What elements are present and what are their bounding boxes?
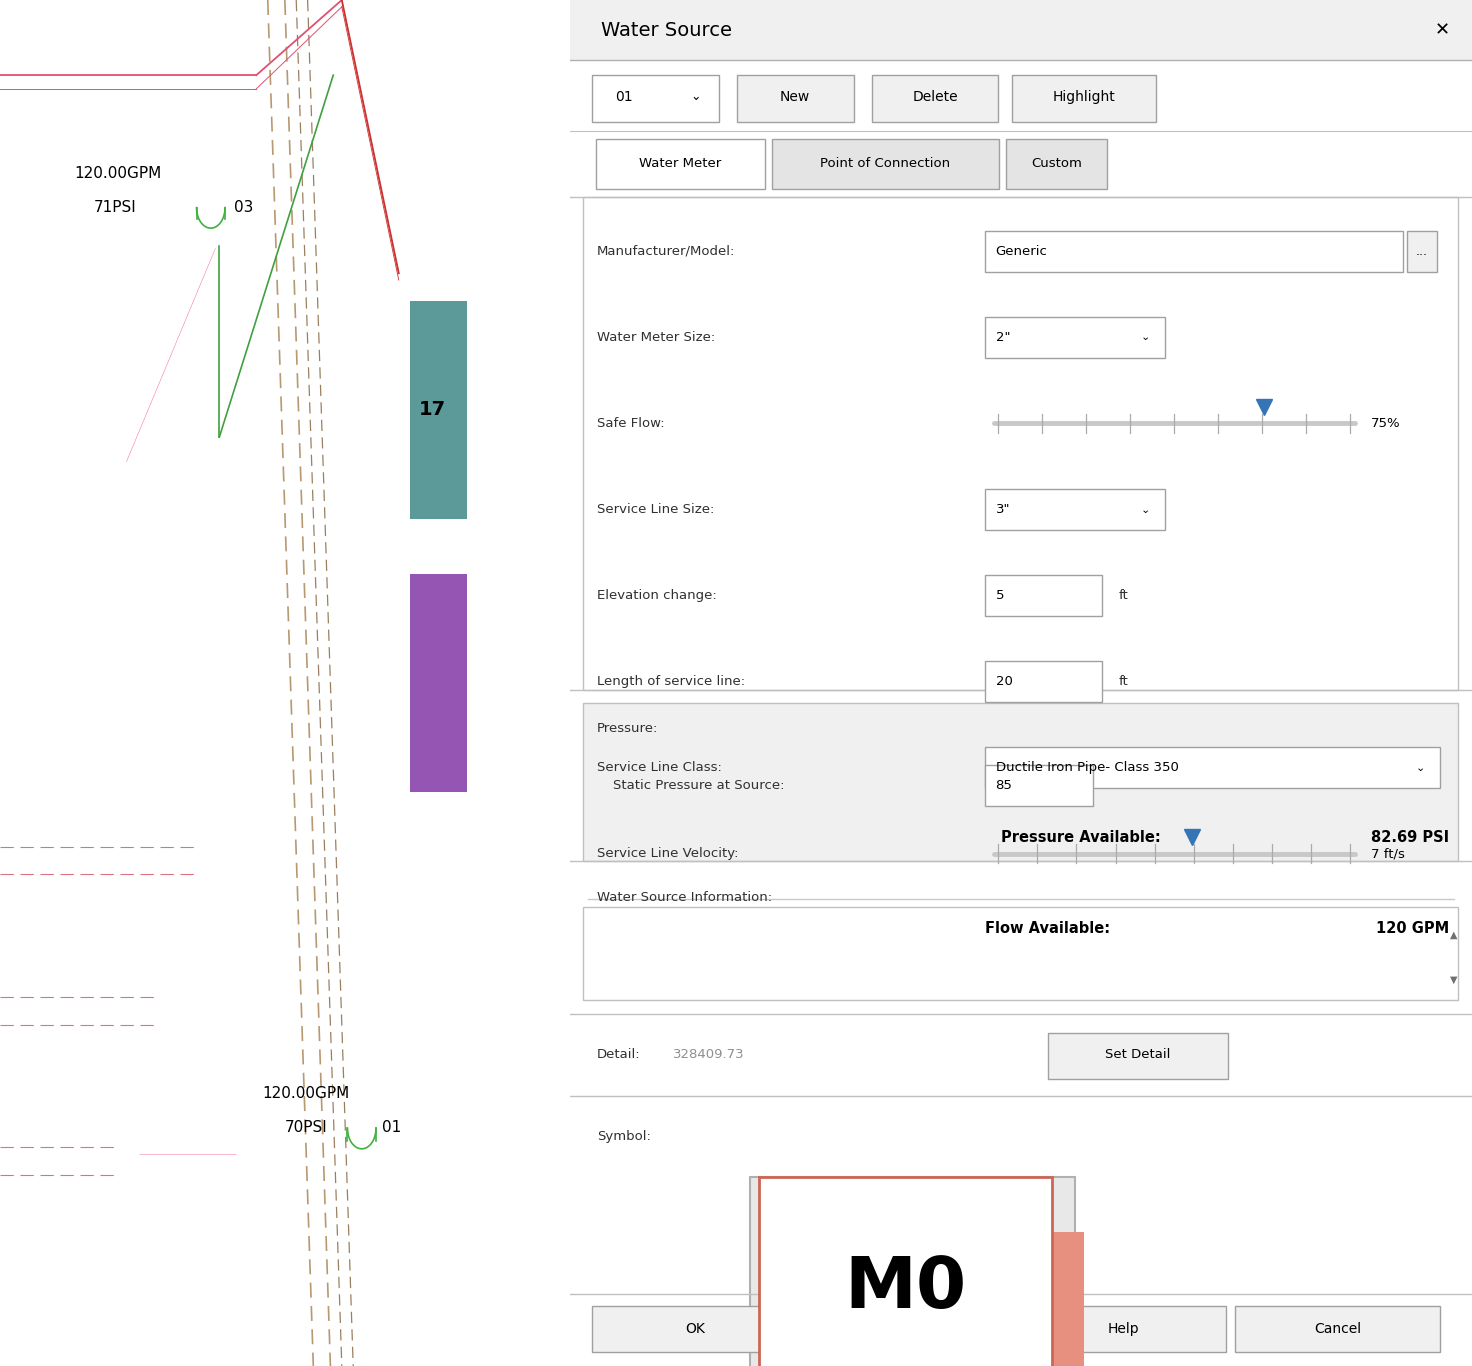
FancyBboxPatch shape: [592, 1306, 798, 1352]
FancyBboxPatch shape: [736, 75, 854, 122]
FancyBboxPatch shape: [1235, 1306, 1441, 1352]
Text: 120 GPM: 120 GPM: [1376, 922, 1450, 936]
FancyBboxPatch shape: [596, 139, 764, 189]
Text: Point of Connection: Point of Connection: [820, 157, 951, 171]
Bar: [760, 1177, 1052, 1366]
Text: 17: 17: [418, 400, 446, 419]
Text: Highlight: Highlight: [1052, 90, 1116, 104]
Text: ...: ...: [1416, 245, 1428, 258]
Text: ✕: ✕: [1434, 20, 1450, 40]
FancyBboxPatch shape: [871, 75, 998, 122]
Text: 82.69 PSI: 82.69 PSI: [1372, 831, 1450, 844]
Bar: [583, 907, 1459, 1000]
Text: Water Meter: Water Meter: [639, 157, 721, 171]
Text: 3": 3": [995, 503, 1010, 516]
FancyBboxPatch shape: [985, 747, 1441, 788]
Text: ⌄: ⌄: [1141, 332, 1150, 343]
FancyBboxPatch shape: [985, 765, 1094, 806]
Text: ⌄: ⌄: [1141, 504, 1150, 515]
Text: Symbol:: Symbol:: [596, 1130, 651, 1143]
Text: ft: ft: [1119, 589, 1128, 602]
FancyBboxPatch shape: [1407, 231, 1437, 272]
Text: Flow Available:: Flow Available:: [985, 922, 1110, 936]
Text: Generic: Generic: [995, 245, 1048, 258]
Text: ⌄: ⌄: [690, 90, 701, 104]
Text: Pressure:: Pressure:: [596, 721, 658, 735]
Text: 2": 2": [995, 331, 1010, 344]
Text: 20: 20: [995, 675, 1013, 688]
Text: Delete: Delete: [913, 90, 958, 104]
Text: ft: ft: [1119, 675, 1128, 688]
Text: OK: OK: [684, 1322, 705, 1336]
Bar: [570, 0, 1472, 60]
FancyBboxPatch shape: [771, 139, 999, 189]
Text: Cancel: Cancel: [1314, 1322, 1362, 1336]
Text: 85: 85: [995, 779, 1013, 792]
Text: Water Meter Size:: Water Meter Size:: [596, 331, 715, 344]
Text: ▲: ▲: [1450, 929, 1457, 940]
Text: 01: 01: [615, 90, 633, 104]
Text: 5: 5: [995, 589, 1004, 602]
Text: Service Line Size:: Service Line Size:: [596, 503, 714, 516]
Text: Water Source: Water Source: [601, 20, 732, 40]
Text: Service Line Velocity:: Service Line Velocity:: [596, 847, 739, 861]
Bar: [411, 301, 467, 519]
FancyBboxPatch shape: [985, 231, 1403, 272]
FancyBboxPatch shape: [1007, 139, 1107, 189]
FancyBboxPatch shape: [985, 489, 1166, 530]
Text: M0: M0: [845, 1254, 967, 1322]
Bar: [776, 1232, 1083, 1366]
Bar: [583, 197, 1459, 690]
Text: Safe Flow:: Safe Flow:: [596, 417, 664, 430]
FancyBboxPatch shape: [1011, 75, 1156, 122]
FancyBboxPatch shape: [807, 1306, 1011, 1352]
Text: Service Line Class:: Service Line Class:: [596, 761, 721, 775]
Text: 70PSI: 70PSI: [284, 1120, 328, 1135]
Text: 75%: 75%: [1370, 417, 1400, 430]
Text: 7 ft/s: 7 ft/s: [1370, 847, 1404, 861]
Text: Manufacturer/Model:: Manufacturer/Model:: [596, 245, 735, 258]
Text: 328409.73: 328409.73: [673, 1048, 745, 1061]
Text: Elevation change:: Elevation change:: [596, 589, 717, 602]
Text: Pressure Available:: Pressure Available:: [1001, 831, 1161, 844]
Text: Length of service line:: Length of service line:: [596, 675, 745, 688]
FancyBboxPatch shape: [985, 575, 1103, 616]
Text: Ductile Iron Pipe- Class 350: Ductile Iron Pipe- Class 350: [995, 761, 1179, 775]
Text: 03: 03: [234, 199, 253, 214]
Text: 01: 01: [381, 1120, 400, 1135]
Text: ⌄: ⌄: [1416, 762, 1425, 773]
Text: 71PSI: 71PSI: [94, 199, 137, 214]
Text: PSI: PSI: [1110, 779, 1129, 792]
Text: Place: Place: [891, 1322, 927, 1336]
FancyBboxPatch shape: [1048, 1033, 1228, 1079]
Text: Set Detail: Set Detail: [1105, 1048, 1170, 1061]
FancyBboxPatch shape: [985, 317, 1166, 358]
Text: Water Source Information:: Water Source Information:: [596, 891, 771, 904]
Bar: [751, 1177, 1075, 1366]
FancyBboxPatch shape: [1022, 1306, 1226, 1352]
Text: ▼: ▼: [1450, 974, 1457, 985]
Text: 120.00GPM: 120.00GPM: [74, 165, 162, 180]
Text: Help: Help: [1107, 1322, 1139, 1336]
Bar: [411, 574, 467, 792]
FancyBboxPatch shape: [592, 75, 718, 122]
FancyBboxPatch shape: [985, 661, 1103, 702]
Text: Detail:: Detail:: [596, 1048, 640, 1061]
Text: New: New: [780, 90, 811, 104]
Bar: [583, 703, 1459, 861]
Text: Custom: Custom: [1032, 157, 1082, 171]
Text: 120.00GPM: 120.00GPM: [262, 1086, 349, 1101]
Text: Static Pressure at Source:: Static Pressure at Source:: [612, 779, 785, 792]
